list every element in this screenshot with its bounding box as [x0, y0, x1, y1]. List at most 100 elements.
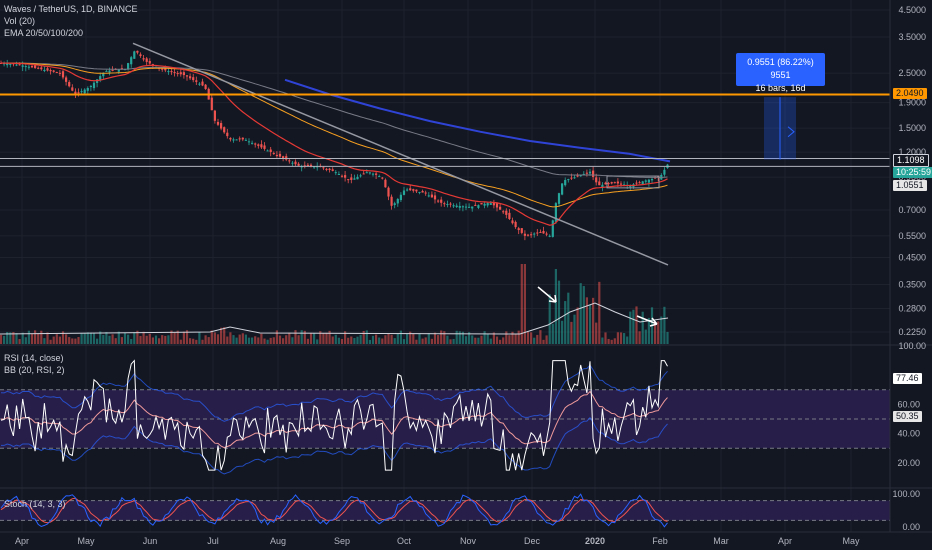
time-tick-label: Feb [652, 536, 668, 546]
volume-bar [278, 335, 282, 344]
volume-bar [635, 306, 638, 344]
candle-body [136, 50, 139, 53]
volume-bar [37, 333, 40, 344]
rsi-pane[interactable] [0, 359, 890, 475]
volume-bar [468, 332, 471, 344]
candle-body [629, 185, 632, 188]
volume-bar [306, 338, 309, 344]
volume-bar [598, 281, 601, 344]
candle-body [65, 77, 68, 82]
candle-body [18, 64, 21, 66]
volume-bar [399, 330, 402, 344]
candle-body [220, 123, 223, 129]
volume-bar [114, 338, 117, 344]
candle-body [148, 60, 151, 64]
ema-indicator-label[interactable]: EMA 20/50/100/200 [4, 28, 84, 38]
candle-body [263, 145, 266, 149]
volume-bar [660, 316, 663, 344]
volume-bar [251, 337, 254, 344]
volume-bar [619, 332, 623, 344]
candle-body [216, 121, 220, 125]
candle-body [9, 63, 12, 65]
volume-bar [368, 339, 371, 344]
volume-bar [198, 332, 201, 344]
volume-bar [139, 335, 142, 344]
volume-bar [241, 333, 244, 344]
volume-bar [647, 317, 650, 344]
volume-bar [313, 333, 316, 344]
volume-bar [502, 337, 505, 344]
volume-indicator-label[interactable]: Vol (20) [4, 16, 36, 26]
candle-body [40, 67, 43, 70]
rsi-indicator-label[interactable]: RSI (14, close) [4, 353, 64, 363]
candle-body [564, 179, 567, 186]
volume-bar [492, 332, 495, 344]
volume-bar [582, 286, 585, 344]
price-tick-label: 0.2800 [898, 303, 926, 313]
candle-body [68, 82, 71, 87]
candle-body [105, 70, 108, 72]
volume-bar [182, 331, 185, 344]
candle-body [433, 195, 437, 200]
candle-body [371, 173, 375, 175]
stoch-pane[interactable] [0, 493, 890, 528]
volume-bar [489, 338, 492, 344]
candle-body [424, 192, 427, 194]
candle-body [604, 182, 607, 185]
candle-body [282, 156, 285, 159]
volume-bar [427, 333, 430, 344]
volume-bar [80, 333, 83, 344]
candle-body [254, 143, 257, 145]
volume-bar [111, 334, 114, 344]
vol-pane-top-label: 100.00 [898, 341, 926, 351]
candle-body [353, 178, 356, 180]
candle-body [616, 181, 619, 184]
resistance-price-tag: 2.0490 [893, 88, 927, 99]
volume-bar [371, 335, 375, 344]
candle-body [644, 180, 647, 182]
candle-body [30, 65, 34, 68]
candle-body [6, 63, 9, 66]
measure-change: 0.9551 (86.22%) 9551 [747, 57, 814, 80]
volume-bar [461, 331, 464, 344]
descending-trendline [132, 42, 669, 266]
candle-body [365, 172, 368, 174]
volume-bar [480, 335, 483, 344]
volume-bar [185, 330, 189, 344]
volume-bar [89, 332, 92, 344]
volume-bar [511, 331, 514, 344]
candle-body [601, 184, 604, 187]
candle-body [508, 212, 511, 220]
volume-bar [592, 297, 595, 344]
volume-bar [275, 330, 278, 344]
volume-bar [161, 335, 164, 344]
volume-bar [554, 269, 557, 344]
candle-body [322, 167, 325, 169]
candle-body [309, 164, 313, 167]
price-tick-label: 1.2000 [898, 147, 926, 157]
volume-bar [61, 331, 65, 344]
price-tick-label: 3.5000 [898, 32, 926, 42]
volume-bar [415, 339, 418, 344]
candle-body [161, 68, 164, 70]
candle-body [356, 176, 359, 180]
candle-body [530, 234, 533, 236]
volume-bar [43, 338, 46, 344]
price-pane[interactable] [0, 42, 890, 266]
candle-body [409, 188, 412, 191]
volume-bar [588, 304, 592, 344]
measure-tooltip: 0.9551 (86.22%) 9551 16 bars, 16d [736, 53, 825, 93]
candle-body [306, 164, 309, 167]
bb-indicator-label[interactable]: BB (20, RSI, 2) [4, 365, 65, 375]
candle-body [533, 233, 536, 235]
volume-bar [300, 330, 303, 344]
candle-body [551, 220, 554, 237]
candle-body [80, 91, 83, 93]
volume-bar [629, 311, 632, 344]
symbol-title[interactable]: Waves / TetherUS, 1D, BINANCE [4, 4, 138, 14]
volume-ma-line [0, 302, 669, 335]
volume-bar [567, 292, 570, 344]
volume-bar [610, 339, 613, 344]
stoch-indicator-label[interactable]: Stoch (14, 3, 3) [4, 499, 66, 509]
